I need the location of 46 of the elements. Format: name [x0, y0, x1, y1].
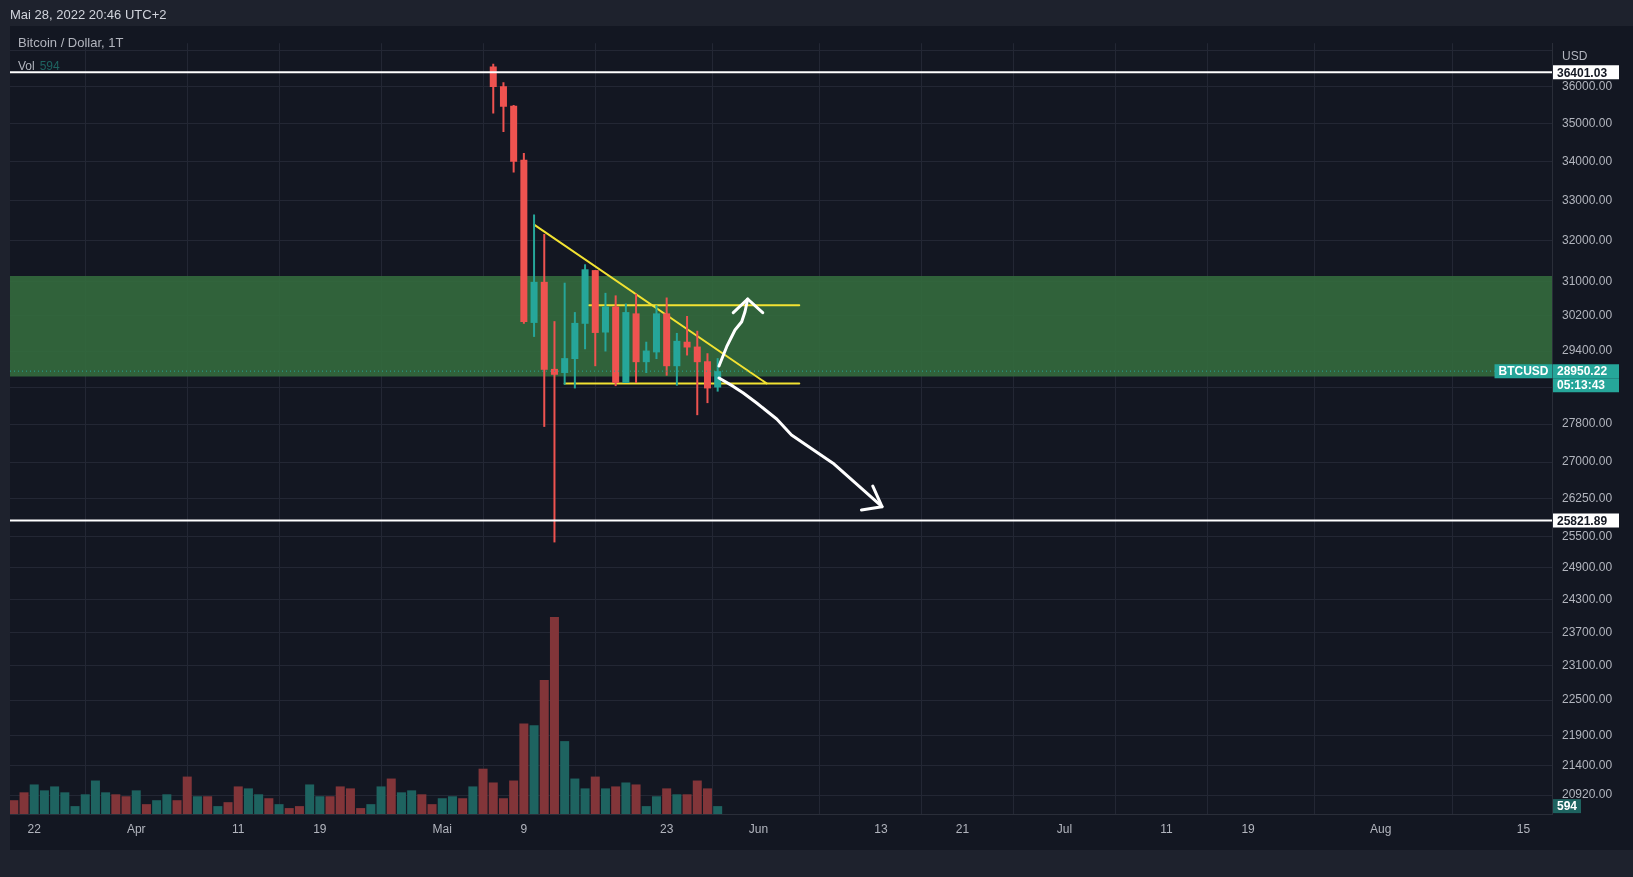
x-tick-label: 22 — [27, 821, 42, 836]
y-tick-label: 30200.00 — [1562, 308, 1613, 323]
x-tick-label: 19 — [1241, 821, 1256, 836]
x-tick-label: 21 — [955, 821, 970, 836]
x-tick-label: 15 — [1516, 821, 1531, 836]
y-tick-label: 24300.00 — [1562, 591, 1613, 606]
text: 594 — [1557, 799, 1578, 814]
x-tick-label: Jun — [748, 821, 769, 836]
y-tick-label: 21900.00 — [1562, 727, 1613, 742]
y-tick-label: 24900.00 — [1562, 560, 1613, 575]
x-tick-label: 19 — [313, 821, 327, 836]
ref-line-label: 36401.03 — [1557, 65, 1608, 80]
ref-line-label: 28950.22 — [1557, 364, 1608, 379]
chart-subtitle: Mai 28, 2022 20:46 UTC+2 — [10, 7, 167, 22]
x-tick-label: Aug — [1370, 821, 1392, 836]
annotation: BTCUSD — [1498, 364, 1549, 379]
x-tick-label: 23 — [659, 821, 674, 836]
y-tick-label: 27800.00 — [1562, 416, 1613, 431]
text: 594 — [39, 59, 60, 73]
ref-line-label: 25821.89 — [1557, 513, 1608, 528]
x-tick-label: 11 — [1160, 821, 1174, 836]
text: 05:13:43 — [1557, 378, 1606, 393]
y-tick-label: 25500.00 — [1562, 529, 1613, 544]
y-tick-label: 20920.00 — [1562, 787, 1613, 802]
y-tick-label: 26250.00 — [1562, 491, 1613, 506]
x-tick-label: 13 — [874, 821, 888, 836]
y-tick-label: 23100.00 — [1562, 658, 1613, 673]
y-tick-label: 29400.00 — [1562, 343, 1613, 358]
y-tick-label: 22500.00 — [1562, 692, 1613, 707]
y-tick-label: 27000.00 — [1562, 454, 1613, 469]
y-axis-title: USD — [1562, 48, 1588, 63]
x-tick-label: Jul — [1056, 821, 1073, 836]
x-tick-label: 9 — [520, 821, 528, 836]
y-tick-label: 31000.00 — [1562, 274, 1613, 289]
chart-title: Bitcoin / Dollar, 1T — [18, 35, 124, 50]
y-tick-label: 23700.00 — [1562, 624, 1613, 639]
y-tick-label: 33000.00 — [1562, 192, 1613, 207]
y-tick-label: 32000.00 — [1562, 232, 1613, 247]
y-tick-label: 21400.00 — [1562, 757, 1613, 772]
x-tick-label: Apr — [126, 821, 146, 836]
text: Vol — [18, 59, 35, 73]
x-tick-label: 11 — [232, 821, 245, 836]
y-tick-label: 34000.00 — [1562, 153, 1613, 168]
x-tick-label: Mai — [432, 821, 452, 836]
y-tick-label: 35000.00 — [1562, 115, 1613, 130]
y-tick-label: 36000.00 — [1562, 79, 1613, 94]
